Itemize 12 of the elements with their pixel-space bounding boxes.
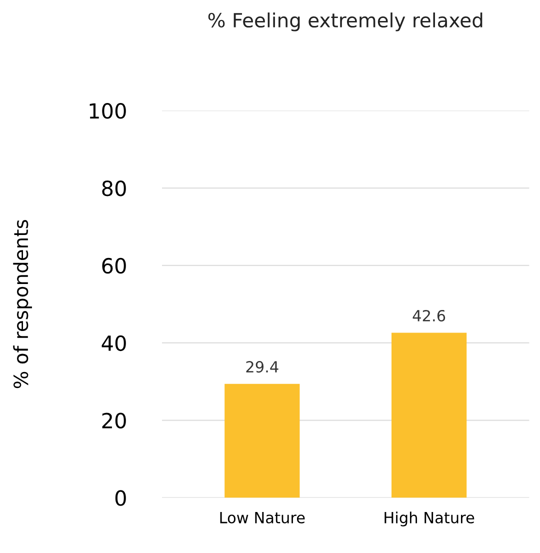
y-tick-label: 60 bbox=[102, 258, 126, 274]
x-tick-label: High Nature bbox=[384, 512, 474, 526]
y-tick-label: 100 bbox=[90, 103, 126, 119]
data-label: 42.6 bbox=[412, 310, 446, 322]
y-tick-label: 80 bbox=[102, 180, 126, 196]
chart-title: % Feeling extremely relaxed bbox=[208, 12, 482, 32]
y-tick-label: 20 bbox=[102, 412, 126, 428]
y-tick-label: 40 bbox=[102, 335, 126, 352]
y-axis-title: % of respondents bbox=[13, 220, 32, 388]
x-tick-label: Low Nature bbox=[220, 512, 305, 524]
data-label: 29.4 bbox=[246, 361, 278, 373]
y-tick-label: 0 bbox=[115, 490, 126, 506]
